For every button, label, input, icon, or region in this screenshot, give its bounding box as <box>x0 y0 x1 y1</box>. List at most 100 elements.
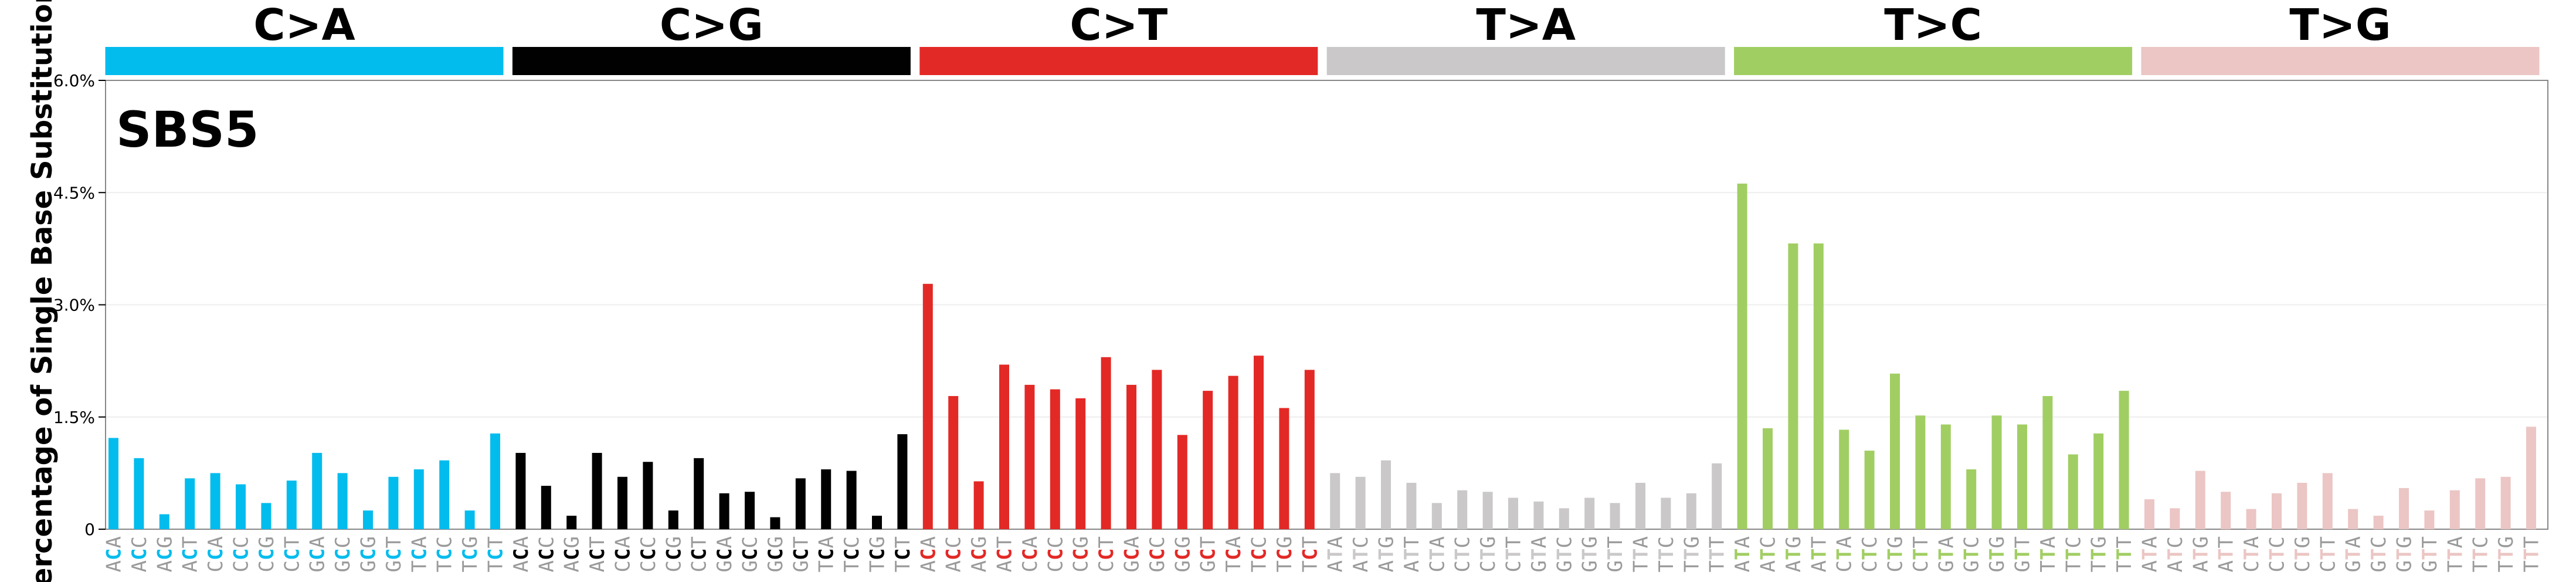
context-label: CCT <box>688 536 711 572</box>
bar-ctog-act <box>592 452 602 529</box>
bar-ttoc-ttc <box>2068 454 2078 529</box>
context-label: GTA <box>2342 536 2365 572</box>
bar-ttog-cta <box>2246 509 2256 529</box>
bar-ctoa-cct <box>286 481 297 529</box>
bar-ttoa-ctg <box>1482 492 1493 529</box>
bar-ttog-atc <box>2170 508 2180 529</box>
context-label: CTC <box>1858 536 1882 572</box>
bar-ttoc-gtg <box>1991 415 2002 529</box>
context-label: ACT <box>586 536 609 572</box>
context-label: TCG <box>459 536 482 572</box>
bar-ctot-ccg <box>1075 398 1086 529</box>
bar-ctog-acc <box>541 486 551 529</box>
context-label: GTA <box>1934 536 1958 572</box>
bar-ttoc-atc <box>1763 428 1773 529</box>
context-label: ACA <box>510 536 533 572</box>
bar-ctoa-acc <box>134 458 144 529</box>
context-label: TCA <box>815 536 839 572</box>
context-label: ATT <box>1400 536 1424 572</box>
context-label: GTT <box>1604 536 1627 572</box>
bar-ttog-ttc <box>2475 478 2486 529</box>
context-label: CCT <box>280 536 304 572</box>
context-label: CCG <box>1070 536 1093 572</box>
bar-ttog-tta <box>2449 490 2460 529</box>
context-label: TCT <box>1298 536 1322 572</box>
context-label: CCA <box>204 536 228 572</box>
context-label: GTG <box>1579 536 1602 572</box>
bar-ctoa-gcc <box>337 473 348 529</box>
bar-ttoa-atg <box>1381 460 1391 529</box>
bar-ctoa-tca <box>413 469 424 529</box>
context-label: GCA <box>713 536 737 572</box>
context-label: GCT <box>1197 536 1220 572</box>
context-label: ACG <box>968 536 991 572</box>
bar-ttoa-ttt <box>1712 463 1722 529</box>
bar-ttog-ctc <box>2272 493 2282 529</box>
bar-ttoa-gtt <box>1610 503 1620 529</box>
bar-ctog-acg <box>566 516 577 529</box>
x-axis-context-labels: ACAACCACGACTCCACCCCCGCCTGCAGCCGCGGCTTCAT… <box>103 536 2544 572</box>
bar-ctog-gcc <box>745 492 755 529</box>
bar-ttoc-ata <box>1737 183 1747 529</box>
bar-ttog-atg <box>2195 471 2205 529</box>
group-strip-ctot <box>919 47 1318 75</box>
context-label: TTA <box>1630 536 1653 572</box>
bar-ctog-aca <box>515 452 526 529</box>
bar-ttog-ata <box>2144 499 2154 529</box>
context-label: ATT <box>1807 536 1831 572</box>
context-label: TTA <box>2037 536 2060 572</box>
y-tick-label: 6.0% <box>53 71 95 90</box>
context-label: TTG <box>2088 536 2111 572</box>
y-axis-ticks: 0 1.5% 3.0% 4.5% 6.0% <box>53 71 106 539</box>
group-title-ttoa: T>A <box>1476 0 1576 50</box>
context-label: GCA <box>1121 536 1144 572</box>
bar-ctoa-gct <box>388 476 399 529</box>
substitution-groups: C>A C>G C>T T>A T>C T>G <box>105 0 2540 75</box>
bar-ctot-tca <box>1228 375 1238 529</box>
bar-ttog-gtc <box>2373 516 2384 529</box>
context-label: CCA <box>1019 536 1042 572</box>
bar-ttoc-ttt <box>2119 391 2129 529</box>
bar-ttoc-atg <box>1788 243 1798 529</box>
bar-ttoa-ata <box>1330 473 1340 529</box>
bar-ctot-tcc <box>1254 356 1264 529</box>
context-label: GTA <box>1528 536 1551 572</box>
bar-ttog-ttt <box>2526 427 2536 529</box>
context-label: GTG <box>2393 536 2417 572</box>
group-title-ctoa: C>A <box>253 0 355 50</box>
bar-ctot-cca <box>1024 384 1035 529</box>
context-label: GTC <box>1960 536 1984 572</box>
context-label: GTC <box>1553 536 1576 572</box>
bar-ctot-cct <box>1101 357 1111 529</box>
context-label: CTA <box>1426 536 1449 572</box>
y-tick-label: 0 <box>84 520 95 539</box>
bar-ttoa-atc <box>1355 476 1366 529</box>
context-label: CCA <box>612 536 635 572</box>
context-label: GTC <box>2367 536 2391 572</box>
group-strip-ttoa <box>1326 47 1725 75</box>
bar-ctoa-gca <box>312 452 323 529</box>
bar-ctot-gcg <box>1177 435 1187 529</box>
context-label: TCA <box>1222 536 1245 572</box>
context-label: CCG <box>255 536 279 572</box>
bar-ttoc-gta <box>1940 424 1951 529</box>
gridlines <box>106 192 2548 418</box>
bar-ttoa-gta <box>1533 501 1544 529</box>
context-label: ACG <box>153 536 177 572</box>
context-label: CTA <box>1833 536 1857 572</box>
context-label: TTT <box>2113 536 2136 572</box>
bar-ctoa-cca <box>210 473 220 529</box>
context-label: CTG <box>2291 536 2314 572</box>
bar-ttoa-att <box>1406 482 1417 529</box>
context-label: TCC <box>433 536 457 572</box>
context-label: TCA <box>408 536 431 572</box>
context-label: ACC <box>535 536 558 572</box>
bar-ttoc-ctg <box>1890 373 1900 529</box>
context-label: GCA <box>306 536 330 572</box>
bar-ctot-gca <box>1126 384 1136 529</box>
bar-ctot-tcg <box>1279 408 1289 529</box>
context-label: TTA <box>2443 536 2467 572</box>
context-label: GCG <box>1171 536 1194 572</box>
context-label: ATA <box>2139 536 2162 572</box>
